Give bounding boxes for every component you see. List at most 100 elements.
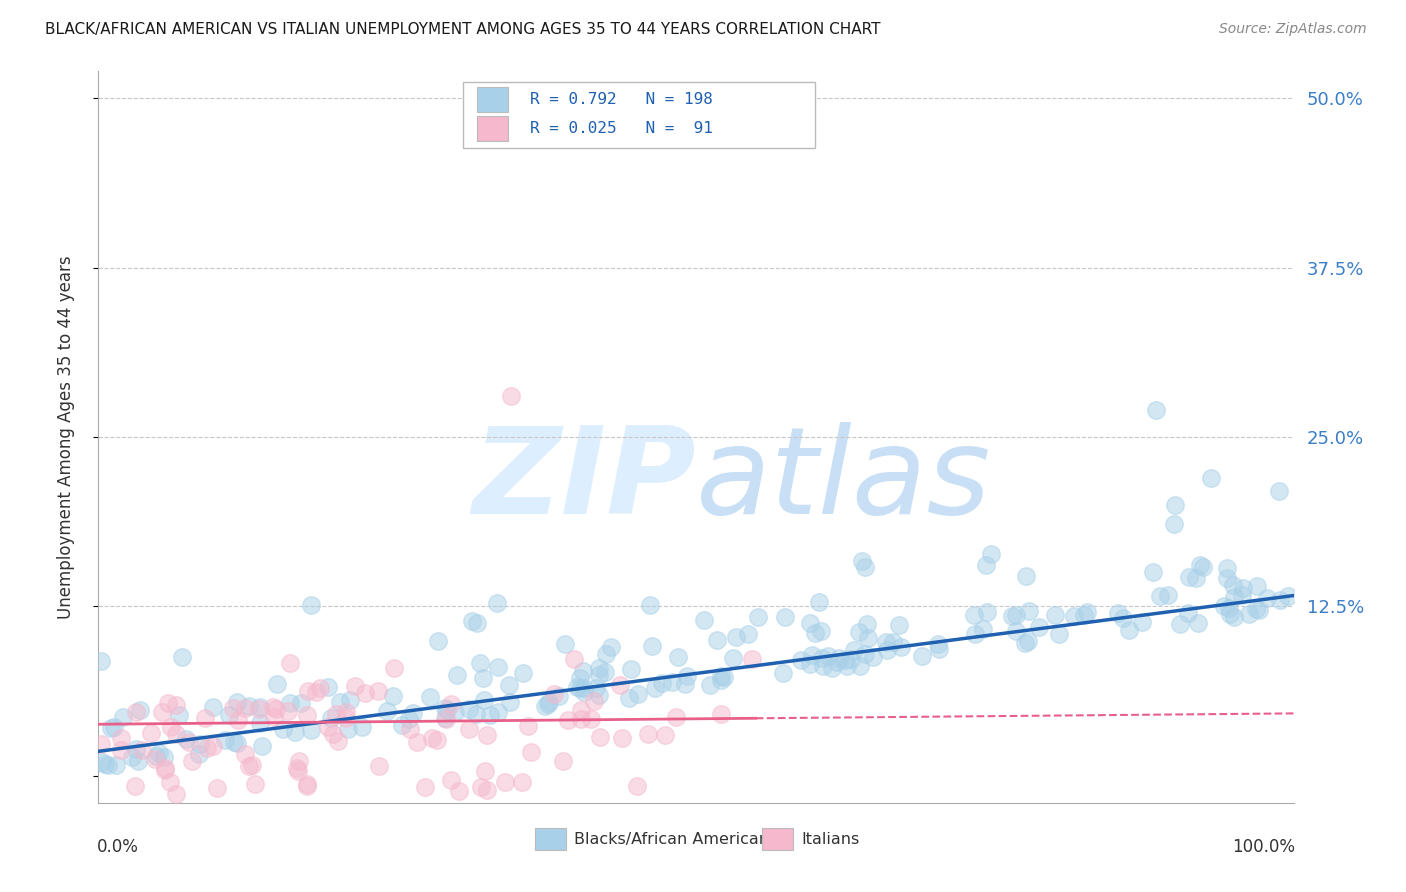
Point: [562, 651, 585, 665]
Point: [741, 652, 763, 666]
Point: [131, 743, 153, 757]
Point: [1219, 607, 1241, 621]
Point: [583, 694, 606, 708]
Point: [519, 746, 541, 760]
Point: [486, 660, 509, 674]
Point: [799, 616, 821, 631]
Point: [165, 787, 187, 801]
Point: [862, 649, 884, 664]
Point: [377, 704, 399, 718]
Point: [644, 681, 666, 695]
Point: [808, 595, 831, 609]
Point: [226, 736, 249, 750]
Point: [856, 631, 879, 645]
Point: [486, 596, 509, 610]
Point: [214, 732, 236, 747]
Point: [963, 626, 986, 640]
Point: [1212, 599, 1234, 614]
Point: [156, 696, 179, 710]
Point: [1073, 607, 1095, 622]
Point: [262, 700, 284, 714]
Point: [398, 722, 420, 736]
Point: [287, 764, 309, 778]
Point: [848, 625, 870, 640]
Point: [205, 780, 228, 795]
Point: [627, 687, 650, 701]
Point: [737, 627, 759, 641]
Point: [104, 758, 127, 772]
Point: [1004, 624, 1026, 639]
Point: [426, 633, 449, 648]
Point: [1015, 569, 1038, 583]
Point: [233, 747, 256, 761]
Point: [516, 718, 538, 732]
Point: [585, 681, 607, 695]
Point: [1063, 609, 1085, 624]
Point: [1005, 608, 1028, 623]
Point: [235, 700, 257, 714]
Point: [472, 693, 495, 707]
Point: [569, 712, 592, 726]
Point: [1170, 616, 1192, 631]
Point: [1222, 578, 1244, 592]
Point: [494, 775, 516, 789]
Point: [568, 671, 591, 685]
Text: R = 0.792   N = 198: R = 0.792 N = 198: [530, 92, 713, 107]
Point: [1199, 471, 1222, 485]
Point: [1216, 571, 1239, 585]
Point: [617, 691, 640, 706]
Point: [572, 685, 595, 699]
Point: [240, 758, 263, 772]
Point: [853, 560, 876, 574]
Point: [1268, 592, 1291, 607]
Point: [676, 668, 699, 682]
Point: [465, 616, 488, 631]
Point: [103, 720, 125, 734]
Bar: [534, 829, 565, 850]
Point: [651, 676, 673, 690]
Point: [609, 678, 631, 692]
Point: [713, 670, 735, 684]
Point: [339, 693, 361, 707]
Point: [174, 732, 197, 747]
Point: [1045, 607, 1067, 622]
Point: [160, 720, 183, 734]
Point: [1192, 559, 1215, 574]
Y-axis label: Unemployment Among Ages 35 to 44 years: Unemployment Among Ages 35 to 44 years: [56, 255, 75, 619]
Point: [543, 687, 565, 701]
Point: [460, 614, 482, 628]
Point: [1268, 483, 1291, 498]
Point: [1218, 601, 1240, 615]
Point: [335, 705, 357, 719]
Point: [97, 757, 120, 772]
Point: [572, 665, 595, 679]
Point: [710, 669, 733, 683]
Text: 100.0%: 100.0%: [1232, 838, 1295, 856]
Point: [1028, 620, 1050, 634]
Point: [1047, 627, 1070, 641]
Point: [124, 741, 146, 756]
Point: [352, 720, 374, 734]
Point: [316, 720, 339, 734]
Point: [420, 731, 443, 745]
Text: R = 0.025   N =  91: R = 0.025 N = 91: [530, 121, 713, 136]
Point: [875, 635, 897, 649]
Point: [1118, 624, 1140, 638]
Point: [193, 711, 215, 725]
Point: [406, 734, 429, 748]
Point: [641, 640, 664, 654]
Point: [143, 752, 166, 766]
Point: [124, 779, 146, 793]
Point: [458, 722, 481, 736]
Point: [538, 695, 561, 709]
Point: [638, 598, 661, 612]
Text: ZIP: ZIP: [472, 423, 696, 540]
Point: [464, 707, 486, 722]
Point: [1149, 589, 1171, 603]
Point: [226, 695, 249, 709]
Point: [297, 684, 319, 698]
Point: [263, 710, 285, 724]
Point: [1222, 590, 1244, 604]
Point: [336, 722, 359, 736]
Point: [790, 653, 813, 667]
